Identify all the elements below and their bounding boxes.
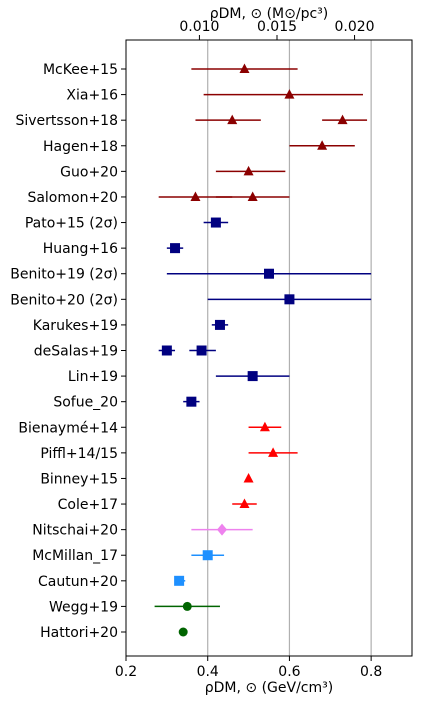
- x-axis-label-top: ρDM, ⊙ (M⊙/pc³): [210, 6, 328, 22]
- y-tick-label: Hagen+18: [43, 139, 118, 155]
- y-tick-label: Sofue_20: [53, 395, 118, 411]
- diamond-marker: [217, 523, 228, 536]
- axes: 0.2 0.4 0.6 0.8 0.010 0.015 0.020 McKee+15 Xia+1…: [10, 19, 382, 680]
- y-tick-label: Pato+15 (2σ): [25, 216, 118, 232]
- y-tick-label: Benito+19 (2σ): [10, 267, 118, 283]
- triangle-marker: [268, 447, 279, 457]
- circle-marker: [178, 627, 188, 637]
- y-tick-label: Cole+17: [58, 497, 118, 513]
- y-tick-label: Karukes+19: [33, 318, 118, 334]
- plot-frame: [125, 39, 413, 657]
- y-tick-label: Binney+15: [40, 471, 118, 487]
- y-tick-label: Piffl+14/15: [40, 446, 118, 462]
- data-marks: [154, 63, 372, 637]
- square-marker: [196, 345, 207, 356]
- square-marker: [210, 217, 221, 228]
- triangle-marker: [190, 191, 201, 201]
- triangle-marker: [317, 140, 328, 150]
- x-tick-label-top: 0.015: [257, 19, 297, 35]
- triangle-marker: [337, 114, 348, 125]
- square-marker: [161, 345, 172, 356]
- triangle-marker: [259, 421, 270, 432]
- triangle-marker: [239, 498, 250, 509]
- y-tick-label: Xia+16: [66, 88, 118, 104]
- circle-marker: [182, 601, 192, 611]
- triangle-marker: [247, 191, 258, 201]
- square-marker: [174, 575, 185, 586]
- square-marker: [202, 550, 213, 561]
- triangle-marker: [243, 472, 254, 483]
- x-tick-label-top: 0.020: [335, 19, 375, 35]
- grid-lines: [207, 40, 372, 656]
- square-marker: [284, 294, 295, 305]
- y-tick-label: Benito+20 (2σ): [10, 292, 118, 308]
- triangle-marker: [284, 89, 295, 99]
- x-tick-label-bottom: 0.4: [197, 664, 219, 680]
- square-marker: [214, 319, 225, 330]
- y-tick-label: McMillan_17: [32, 548, 118, 564]
- x-tick-label-top: 0.010: [179, 19, 219, 35]
- x-axis-label-bottom: ρDM, ⊙ (GeV/cm³): [205, 680, 333, 696]
- y-tick-label: Cautun+20: [38, 574, 118, 590]
- square-marker: [186, 396, 197, 407]
- y-tick-label: Lin+19: [68, 369, 118, 385]
- square-marker: [170, 243, 181, 254]
- square-marker: [264, 268, 274, 279]
- y-tick-label: Bienaymé+14: [18, 420, 118, 436]
- x-tick-label-bottom: 0.6: [278, 664, 300, 680]
- triangle-marker: [239, 63, 250, 73]
- x-tick-label-bottom: 0.2: [115, 664, 137, 680]
- square-marker: [247, 371, 258, 382]
- y-tick-label: McKee+15: [43, 62, 118, 78]
- y-tick-label: Salomon+20: [27, 190, 118, 206]
- y-tick-label: Huang+16: [43, 241, 118, 257]
- x-tick-label-bottom: 0.8: [360, 664, 382, 680]
- y-tick-label: deSalas+19: [34, 344, 118, 360]
- y-tick-label: Wegg+19: [49, 599, 118, 615]
- y-tick-label: Hattori+20: [40, 625, 118, 641]
- triangle-marker: [227, 114, 238, 125]
- y-tick-label: Guo+20: [60, 164, 118, 180]
- y-tick-label: Nitschai+20: [32, 523, 118, 539]
- y-tick-label: Sivertsson+18: [16, 113, 119, 129]
- triangle-marker: [243, 165, 254, 176]
